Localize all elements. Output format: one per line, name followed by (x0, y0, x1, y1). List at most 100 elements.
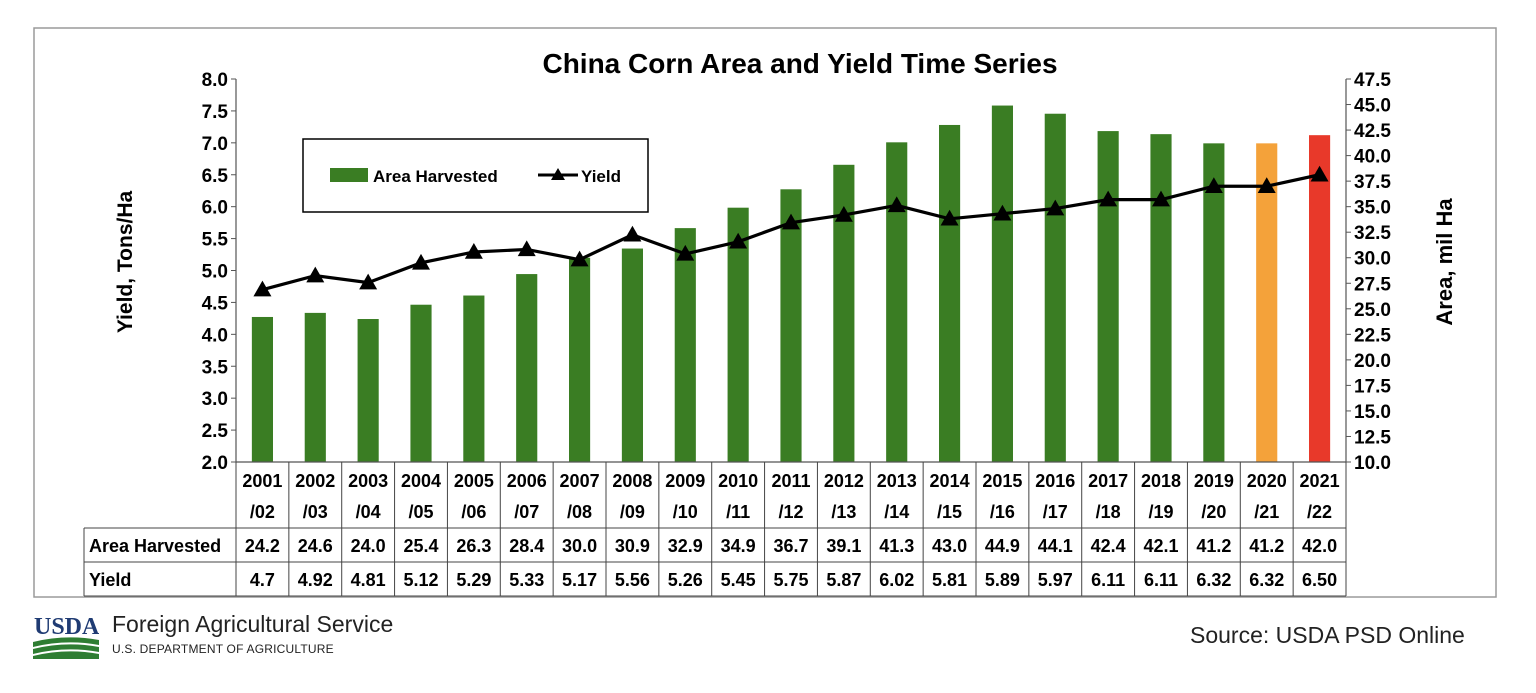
legend-swatch-yield-marker (551, 168, 565, 180)
table-cell-yield: 5.89 (985, 570, 1020, 590)
y-tick-left-label: 4.0 (202, 325, 228, 346)
x-tick-label-year: 2002 (295, 471, 335, 491)
x-tick-label-season: /05 (408, 502, 433, 522)
yield-point-marker (887, 196, 906, 213)
table-cell-area: 44.9 (985, 536, 1020, 556)
x-tick-label-year: 2001 (242, 471, 282, 491)
y-tick-left-label: 7.5 (202, 102, 229, 123)
x-tick-label-season: /04 (356, 502, 381, 522)
x-tick-label-year: 2018 (1141, 471, 1181, 491)
x-tick-label-season: /02 (250, 502, 275, 522)
yield-point-marker (1046, 199, 1065, 216)
table-cell-yield: 5.75 (773, 570, 808, 590)
x-tick-label-season: /21 (1254, 502, 1279, 522)
yield-point-marker (1204, 177, 1223, 193)
x-tick-label-year: 2008 (612, 471, 652, 491)
x-tick-label-season: /03 (303, 502, 328, 522)
bar-area-harvested (833, 164, 855, 463)
bar-area-harvested (991, 105, 1013, 463)
table-cell-yield: 5.97 (1038, 570, 1073, 590)
y-tick-right-label: 32.5 (1354, 223, 1391, 244)
bar-area-harvested (304, 312, 326, 462)
table-cell-yield: 4.92 (298, 570, 333, 590)
table-cell-yield: 6.11 (1091, 570, 1125, 590)
bar-area-harvested (1203, 143, 1225, 462)
usda-logo: USDA (33, 614, 99, 659)
bar-area-harvested (621, 248, 643, 462)
x-tick-label-year: 2011 (771, 471, 810, 491)
bar-area-harvested (939, 124, 961, 463)
bar-area-harvested (1044, 113, 1066, 462)
bar-area-harvested (1097, 131, 1119, 462)
table-cell-yield: 5.45 (721, 570, 756, 590)
chart-title: China Corn Area and Yield Time Series (542, 48, 1057, 79)
table-cell-area: 34.9 (721, 536, 756, 556)
footer-source: Source: USDA PSD Online (1190, 622, 1465, 648)
x-tick-label-season: /14 (884, 502, 909, 522)
y-tick-left-label: 6.0 (202, 198, 228, 219)
table-cell-area: 32.9 (668, 536, 703, 556)
x-tick-label-year: 2015 (982, 471, 1022, 491)
table-cell-area: 44.1 (1038, 536, 1073, 556)
table-row-label-yield: Yield (89, 570, 131, 590)
table-cell-yield: 4.7 (250, 570, 275, 590)
y-tick-right-label: 25.0 (1354, 300, 1391, 321)
x-tick-label-season: /20 (1201, 502, 1226, 522)
legend-label-area: Area Harvested (373, 167, 498, 186)
table-cell-yield: 6.02 (879, 570, 914, 590)
table-cell-yield: 5.29 (456, 570, 491, 590)
table-cell-yield: 5.33 (509, 570, 544, 590)
table-cell-yield: 5.81 (932, 570, 967, 590)
x-tick-label-year: 2009 (665, 471, 705, 491)
x-tick-label-season: /19 (1148, 502, 1173, 522)
table-cell-area: 30.9 (615, 536, 650, 556)
x-tick-label-season: /08 (567, 502, 592, 522)
table-cell-area: 43.0 (932, 536, 967, 556)
table-cell-area: 42.0 (1302, 536, 1337, 556)
x-tick-label-season: /13 (831, 502, 856, 522)
yield-point-marker (517, 240, 536, 257)
table-cell-area: 41.2 (1249, 536, 1284, 556)
usda-logo-swoosh-3 (33, 651, 99, 659)
table-cell-area: 30.0 (562, 536, 597, 556)
yield-point-marker (1099, 190, 1118, 207)
y-tick-left-label: 2.0 (202, 453, 228, 474)
x-tick-label-season: /15 (937, 502, 962, 522)
table-cell-area: 24.2 (245, 536, 280, 556)
y-tick-left-label: 8.0 (202, 70, 228, 91)
x-tick-label-season: /07 (514, 502, 539, 522)
x-tick-label-year: 2013 (877, 471, 917, 491)
x-tick-label-season: /12 (778, 502, 803, 522)
y-tick-right-label: 30.0 (1354, 249, 1391, 270)
x-tick-label-year: 2014 (930, 471, 970, 491)
yield-point-marker (1152, 190, 1170, 207)
x-tick-label-year: 2020 (1247, 471, 1287, 491)
bar-area-harvested (886, 142, 908, 462)
legend-swatch-area (330, 168, 368, 182)
x-tick-label-year: 2017 (1088, 471, 1128, 491)
yield-point-marker (253, 280, 272, 297)
yield-point-marker (1310, 165, 1329, 182)
y-tick-right-label: 35.0 (1354, 198, 1391, 219)
legend-label-yield: Yield (581, 167, 621, 186)
y-tick-right-label: 45.0 (1354, 96, 1391, 117)
bar-area-harvested (780, 189, 802, 462)
yield-point-marker (676, 244, 695, 261)
yield-point-marker (623, 225, 642, 242)
x-tick-label-year: 2016 (1035, 471, 1075, 491)
yield-point-marker (729, 232, 748, 249)
x-tick-label-season: /18 (1096, 502, 1121, 522)
x-tick-label-year: 2004 (401, 471, 441, 491)
bar-area-harvested (357, 319, 379, 462)
yield-point-marker (1257, 177, 1276, 193)
table-cell-yield: 6.32 (1249, 570, 1284, 590)
x-tick-label-year: 2006 (507, 471, 547, 491)
x-tick-label-season: /11 (726, 502, 750, 522)
y-tick-right-label: 40.0 (1354, 147, 1391, 168)
x-tick-label-year: 2012 (824, 471, 864, 491)
y-tick-right-label: 12.5 (1354, 427, 1391, 448)
bar-area-harvested (727, 207, 749, 462)
yield-point-marker (306, 266, 325, 283)
table-cell-yield: 4.81 (351, 570, 386, 590)
